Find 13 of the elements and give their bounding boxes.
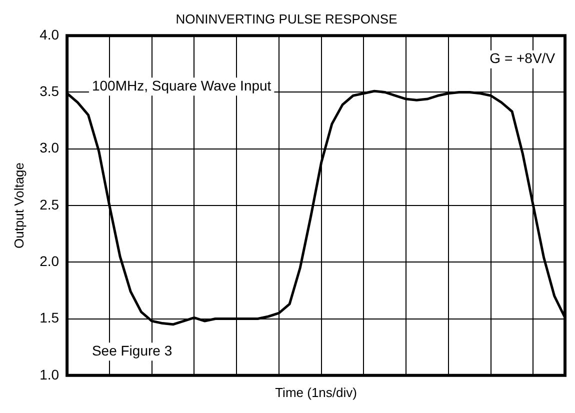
y-tick-label: 1.5 bbox=[40, 310, 60, 326]
y-axis-title: Output Voltage bbox=[11, 162, 26, 249]
y-tick-label: 2.0 bbox=[40, 252, 60, 269]
chart-title: NONINVERTING PULSE RESPONSE bbox=[176, 11, 398, 26]
annotation: G = +8V/V bbox=[490, 50, 556, 66]
y-tick-label: 3.0 bbox=[40, 140, 60, 156]
annotation: See Figure 3 bbox=[92, 342, 172, 358]
x-axis-title: Time (1ns/div) bbox=[275, 384, 357, 400]
y-tick-label: 1.0 bbox=[40, 366, 60, 382]
y-tick-label: 3.5 bbox=[40, 83, 60, 100]
y-tick-label: 4.0 bbox=[40, 26, 60, 42]
annotation: 100MHz, Square Wave Input bbox=[92, 77, 272, 94]
y-tick-label: 2.5 bbox=[40, 196, 60, 212]
